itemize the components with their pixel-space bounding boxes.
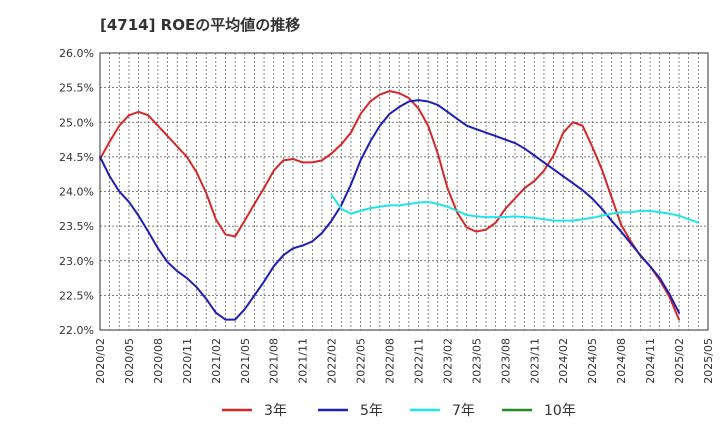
y-tick-label: 25.0% — [59, 116, 94, 129]
series-lines — [99, 90, 700, 321]
legend: 3年 5年 7年 10年 — [222, 403, 576, 419]
series-line-7年 — [330, 193, 700, 224]
x-tick-label: 2024/02 — [557, 338, 570, 384]
y-tick-label: 23.0% — [59, 255, 94, 268]
y-tick-label: 25.5% — [59, 82, 94, 95]
x-tick-label: 2022/05 — [355, 338, 368, 384]
legend-label: 7年 — [452, 403, 475, 419]
legend-label: 3年 — [264, 403, 287, 419]
legend-label: 5年 — [360, 403, 383, 419]
y-tick-label: 22.5% — [59, 289, 94, 302]
series-line-5年 — [99, 99, 681, 321]
x-tick-label: 2023/11 — [528, 338, 541, 384]
x-tick-label: 2023/05 — [470, 338, 483, 384]
x-tick-label: 2024/11 — [644, 338, 657, 384]
x-tick-label: 2022/08 — [384, 338, 397, 384]
x-tick-label: 2023/02 — [441, 338, 454, 384]
series-line-3年 — [99, 90, 681, 321]
x-tick-label: 2020/08 — [152, 338, 165, 384]
legend-label: 10年 — [544, 403, 576, 419]
x-tick-label: 2024/05 — [586, 338, 599, 384]
x-tick-label: 2020/02 — [94, 338, 107, 384]
y-tick-label: 24.5% — [59, 151, 94, 164]
x-tick-label: 2021/11 — [297, 338, 310, 384]
x-tick-label: 2021/08 — [268, 338, 281, 384]
x-tick-label: 2020/05 — [123, 338, 136, 384]
x-tick-label: 2022/02 — [326, 338, 339, 384]
x-tick-label: 2025/02 — [673, 338, 686, 384]
plot-frame — [99, 52, 709, 331]
x-tick-label: 2023/08 — [499, 338, 512, 384]
x-tick-label: 2022/11 — [412, 338, 425, 384]
y-tick-label: 26.0% — [59, 47, 94, 60]
x-tick-label: 2021/02 — [210, 338, 223, 384]
y-axis-ticks: 22.0% 22.5% 23.0% 23.5% 24.0% 24.5% 25.0% 25.5%… — [59, 47, 94, 337]
x-tick-label: 2025/05 — [702, 338, 715, 384]
x-tick-label: 2021/05 — [239, 338, 252, 384]
x-tick-label: 2020/11 — [181, 338, 194, 384]
y-tick-label: 24.0% — [59, 186, 94, 199]
chart-title: [4714] ROEの平均値の推移 — [100, 16, 300, 34]
x-tick-label: 2024/08 — [615, 338, 628, 384]
y-tick-label: 22.0% — [59, 324, 94, 337]
x-axis-ticks: 2020/02 2020/05 2020/08 2020/11 2021/02 2021/… — [94, 338, 715, 384]
y-tick-label: 23.5% — [59, 220, 94, 233]
